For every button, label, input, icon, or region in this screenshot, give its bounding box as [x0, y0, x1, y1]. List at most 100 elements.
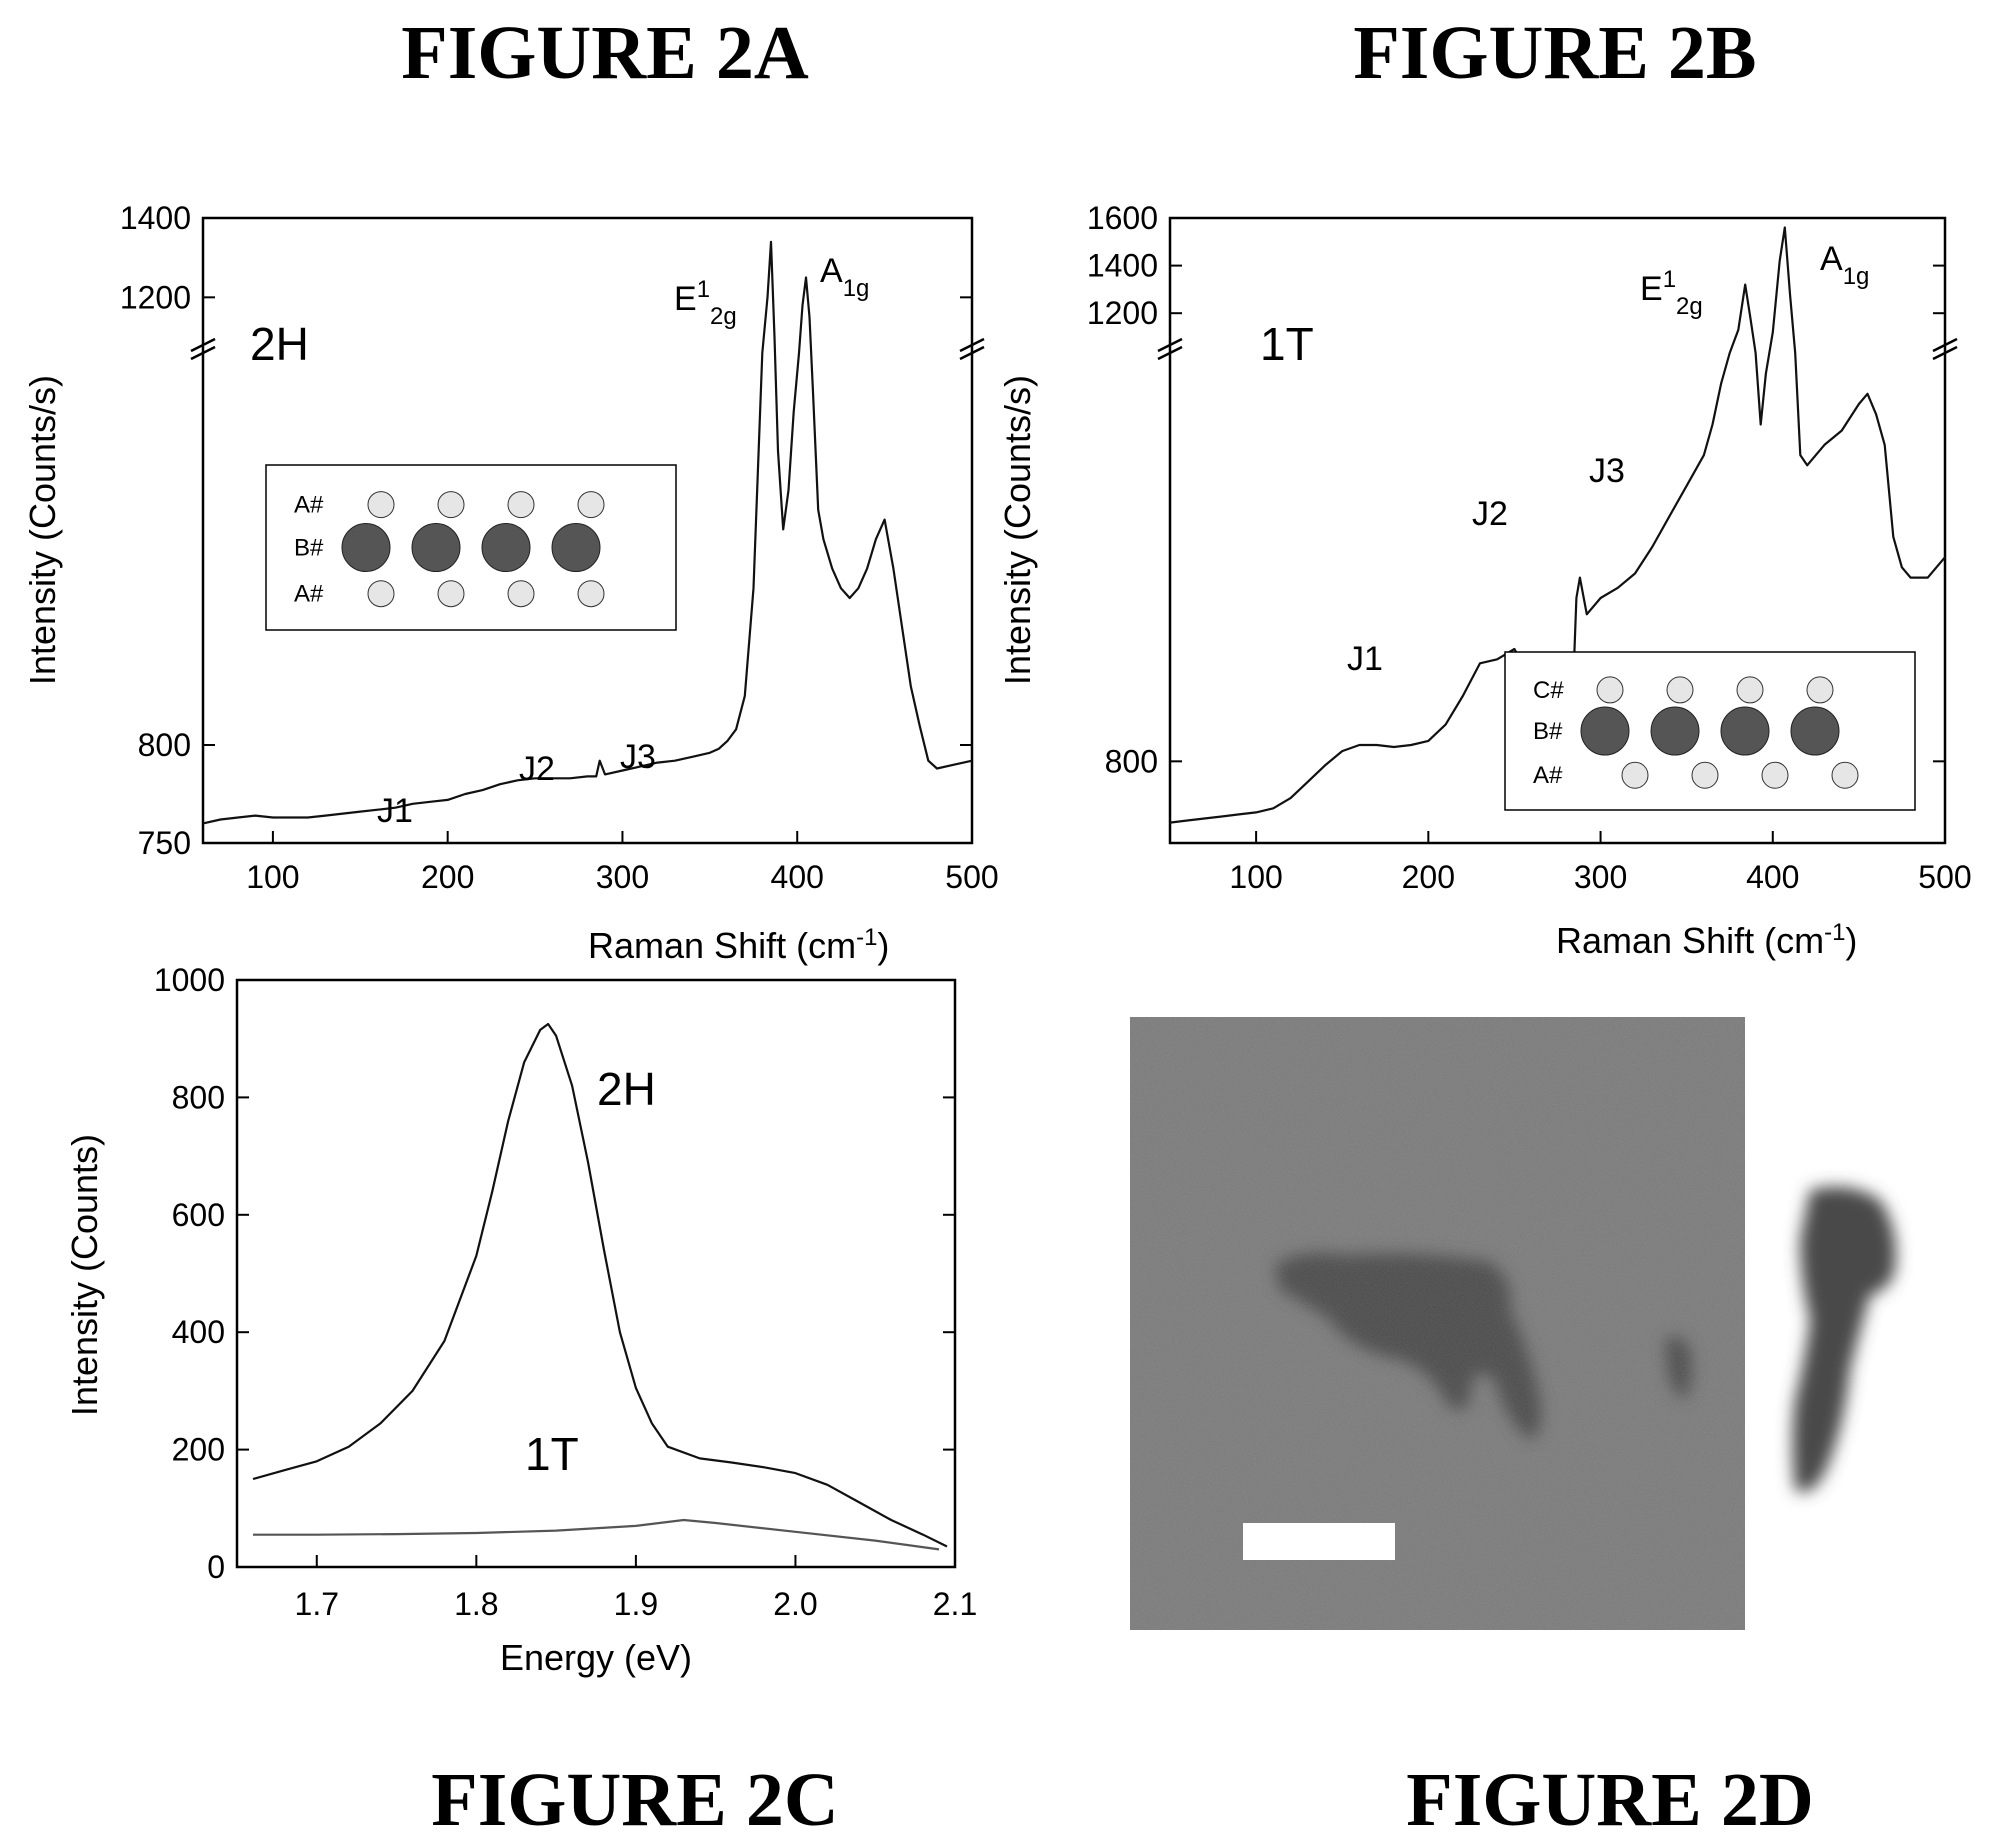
x-tick-label-2c: 1.7	[295, 1586, 339, 1622]
micrograph-2d	[1130, 1017, 1896, 1630]
figure-2c-title: FIGURE 2C	[431, 1758, 838, 1842]
x-tick-label-2b: 200	[1402, 859, 1455, 895]
plot-frame-2a	[201, 216, 974, 845]
axis-break-left-2a	[190, 337, 216, 361]
x-tick-label-2c: 1.8	[454, 1586, 498, 1622]
inset-2b-atom-large	[1650, 706, 1700, 756]
axis-break-right-2a	[959, 337, 985, 361]
y-tick-label-2a: 800	[138, 727, 191, 763]
inset-2a-atom-small	[507, 580, 535, 608]
phase-label-2b: 1T	[1260, 318, 1314, 370]
peak-label-j3-2b: J3	[1589, 452, 1625, 490]
peak-label-e12g-2b: E12g	[1640, 266, 1703, 320]
y-axis-title-2c: Intensity (Counts)	[64, 1134, 105, 1416]
x-axis-title-2a: Raman Shift (cm-1)	[588, 924, 889, 967]
inset-2a-atom-small	[577, 580, 605, 608]
inset-2a-atom-small	[437, 491, 465, 519]
micrograph-noise	[1130, 1017, 1745, 1630]
inset-2b-inset-row-label: A#	[1533, 762, 1563, 789]
peak-label-a1g-2b: A1g	[1820, 240, 1869, 290]
x-tick-label-2a: 200	[421, 859, 474, 895]
series-label-1t-2c: 1T	[525, 1428, 579, 1480]
inset-2b-atom-small	[1596, 676, 1624, 704]
inset-2b-inset-row-label: C#	[1533, 677, 1564, 704]
figure-2b-title: FIGURE 2B	[1353, 11, 1756, 95]
inset-2a-inset-row-label: A#	[294, 581, 324, 608]
x-tick-label-2c: 2.0	[773, 1586, 817, 1622]
series-label-2h-2c: 2H	[597, 1063, 656, 1115]
series-line-2c-1t	[253, 1518, 940, 1551]
scale-bar	[1243, 1523, 1395, 1560]
inset-2a-atom-small	[507, 491, 535, 519]
phase-label-2a: 2H	[250, 318, 309, 370]
y-axis-title-2a: Intensity (Counts/s)	[22, 375, 63, 685]
inset-2b-atom-large	[1580, 706, 1630, 756]
x-tick-label-2c: 2.1	[933, 1586, 977, 1622]
series-line-2b	[1169, 226, 1946, 824]
inset-2b-atom-large	[1790, 706, 1840, 756]
x-tick-label-2b: 100	[1229, 859, 1282, 895]
figure-2a-title: FIGURE 2A	[401, 11, 809, 95]
inset-2a-atom-small	[367, 491, 395, 519]
x-tick-label-2a: 300	[596, 859, 649, 895]
peak-label-a1g-2a: A1g	[820, 252, 869, 302]
y-tick-label-2b: 800	[1105, 743, 1158, 779]
chart-2b: 100 200 300 400 500 800 1200 1400 1600 Raman Shif…	[997, 200, 1972, 961]
inset-2a-atom-large	[411, 523, 461, 572]
peak-label-j1-2b: J1	[1347, 640, 1383, 678]
series-line-2c-2h	[252, 1022, 948, 1548]
y-tick-label-2b: 1600	[1087, 200, 1158, 236]
x-tick-label-2b: 300	[1574, 859, 1627, 895]
inset-2a-atom-large	[551, 523, 601, 572]
flake-right	[1792, 1186, 1896, 1492]
axis-break-left-2b	[1157, 337, 1183, 361]
y-tick-label-2c: 1000	[154, 962, 225, 998]
inset-2a-atom-small	[437, 580, 465, 608]
y-tick-label-2a: 1400	[120, 200, 191, 236]
y-axis-title-2b: Intensity (Counts/s)	[997, 375, 1038, 685]
peak-label-j2-2a: J2	[519, 750, 555, 788]
inset-2b-atom-small	[1666, 676, 1694, 704]
y-tick-label-2b: 1400	[1087, 248, 1158, 284]
inset-2b-atom-small	[1806, 676, 1834, 704]
inset-2a-atom-small	[577, 491, 605, 519]
inset-2b-atom-small	[1761, 761, 1789, 789]
y-tick-label-2c: 200	[172, 1432, 225, 1468]
x-axis-title-2b: Raman Shift (cm-1)	[1556, 919, 1857, 962]
chart-2a: 100 200 300 400 500 750 800 1200 1400 Raman Shift…	[22, 200, 999, 966]
inset-2b-atom-large	[1720, 706, 1770, 756]
peak-label-j2-2b: J2	[1472, 495, 1508, 533]
inset-2a-inset-row-label: B#	[294, 535, 324, 562]
x-tick-label-2a: 400	[771, 859, 824, 895]
y-tick-label-2c: 600	[172, 1197, 225, 1233]
y-tick-label-2c: 400	[172, 1314, 225, 1350]
inset-2a-atom-small	[367, 580, 395, 608]
plot-frame-2b	[1168, 216, 1947, 845]
inset-2b-atom-small	[1831, 761, 1859, 789]
y-tick-label-2a: 1200	[120, 279, 191, 315]
series-line-2a	[202, 240, 973, 825]
inset-2b-atom-small	[1736, 676, 1764, 704]
axis-break-right-2b	[1932, 337, 1958, 361]
peak-label-j3-2a: J3	[620, 738, 656, 776]
inset-2a-inset-frame	[265, 464, 677, 631]
x-tick-label-2b: 400	[1746, 859, 1799, 895]
plot-frame-2c	[235, 978, 957, 1569]
peak-label-e12g-2a: E12g	[674, 276, 737, 330]
inset-2b-atom-small	[1621, 761, 1649, 789]
y-tick-label-2b: 1200	[1087, 295, 1158, 331]
chart-2c: 1.7 1.8 1.9 2.0 2.1 0 200 400 600 800 1000 2H 1T Ener…	[64, 962, 977, 1678]
inset-2b-atom-small	[1691, 761, 1719, 789]
peak-label-j1-2a: J1	[377, 792, 413, 830]
x-tick-label-2c: 1.9	[614, 1586, 658, 1622]
figure-2d-title: FIGURE 2D	[1406, 1758, 1813, 1842]
x-tick-label-2b: 500	[1918, 859, 1971, 895]
inset-2a-inset-row-label: A#	[294, 492, 324, 519]
inset-2a-atom-large	[481, 523, 531, 572]
x-tick-label-2a: 500	[945, 859, 998, 895]
y-tick-label-2c: 0	[207, 1549, 225, 1585]
inset-2a-atom-large	[341, 523, 391, 572]
x-axis-title-2c: Energy (eV)	[500, 1637, 692, 1678]
inset-2b-inset-row-label: B#	[1533, 718, 1563, 745]
